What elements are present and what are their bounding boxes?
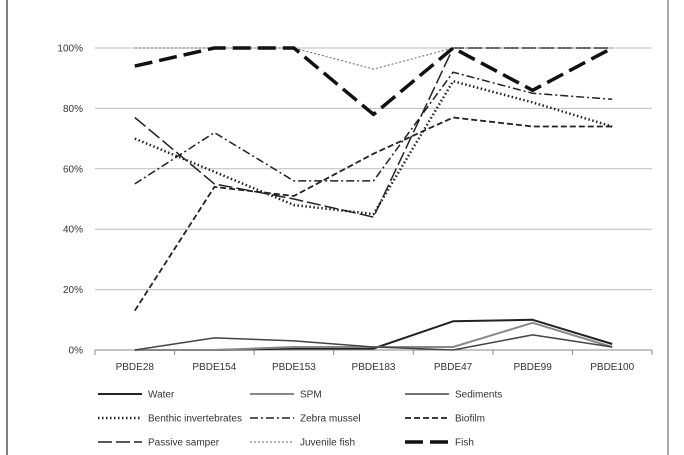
legend-label-fish: Fish [455,438,474,449]
legend-label-passive-samper: Passive samper [148,438,220,449]
x-tick-label: PBDE153 [272,362,316,373]
x-tick-label: PBDE154 [192,362,236,373]
y-tick-label: 20% [63,285,83,296]
series-line-passive-samper [134,47,613,218]
legend-label-biofilm: Biofilm [455,414,485,425]
series-lines [134,46,614,351]
legend-label-juvenile-fish: Juvenile fish [300,438,355,449]
y-axis: 0% 20% 40% 60% 80% 100% [57,44,83,357]
series-line-biofilm [134,116,613,312]
series-line-benthic-invertebrates [134,79,613,216]
y-tick-label: 80% [63,104,83,115]
legend-label-water: Water [148,390,175,401]
series-line-fish [134,46,614,117]
y-tick-label: 0% [69,346,84,357]
legend-label-sediments: Sediments [455,390,502,401]
x-tick-label: PBDE47 [434,362,473,373]
y-tick-label: 40% [63,225,83,236]
x-tick-label: PBDE100 [590,362,634,373]
x-tick-label: PBDE99 [513,362,552,373]
legend: Water SPM Sediments Benthic invertebrates Ze… [98,390,502,449]
series-line-sediments [134,334,613,351]
y-tick-label: 100% [57,44,83,55]
x-tick-label: PBDE183 [352,362,396,373]
x-tick-label: PBDE28 [116,362,155,373]
y-tick-label: 60% [63,164,83,175]
legend-label-spm: SPM [300,390,322,401]
series-line-zebra-mussel [134,71,613,185]
legend-label-benthic-invertebrates: Benthic invertebrates [148,414,242,425]
series-line-juvenile-fish [134,47,613,70]
legend-label-zebra-mussel: Zebra mussel [300,414,361,425]
